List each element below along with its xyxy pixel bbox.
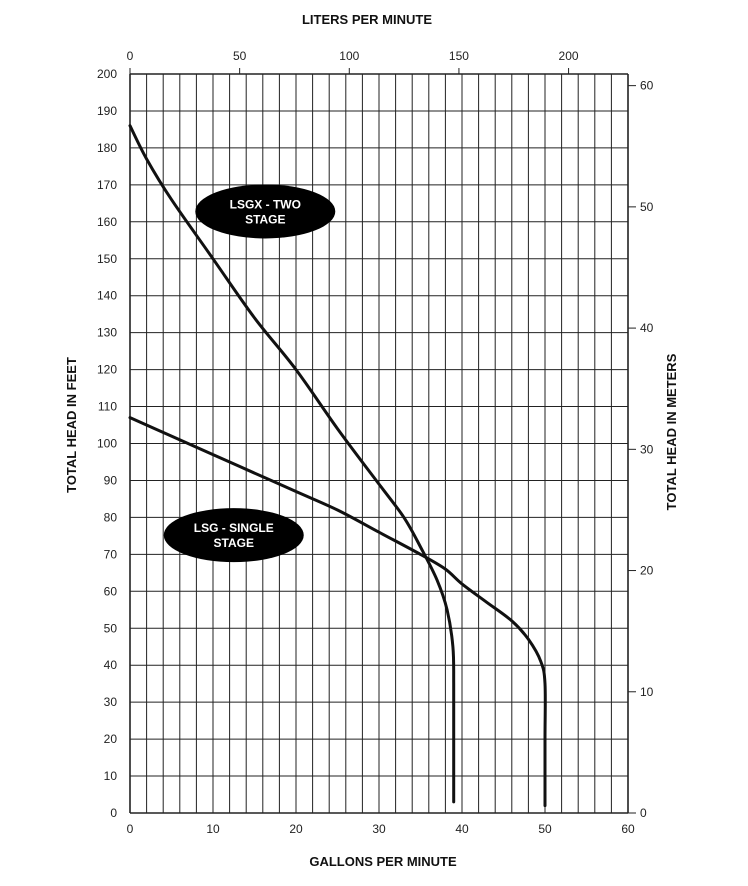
y-tick-label: 50	[104, 621, 118, 635]
callout-label: STAGE	[214, 536, 254, 550]
x-tick-label: 10	[206, 822, 220, 836]
y-tick-label: 140	[97, 289, 117, 303]
y-tick-label: 60	[104, 584, 118, 598]
y-tick-label: 100	[97, 437, 117, 451]
y2-tick-label: 60	[640, 79, 654, 93]
callout-ellipse	[163, 508, 304, 563]
series-line-two-stage	[128, 124, 456, 804]
x2-tick-label: 150	[449, 49, 469, 63]
callout-label: LSG - SINGLE	[194, 521, 274, 535]
series-lines	[128, 124, 547, 808]
y-tick-label: 190	[97, 104, 117, 118]
tick-labels: 0 10 20 30 40 50 60010203040506070809010011012…	[97, 49, 654, 836]
grid	[129, 73, 629, 814]
x-tick-label: 40	[455, 822, 469, 836]
y2-tick-label: 50	[640, 200, 654, 214]
y-tick-label: 10	[104, 769, 118, 783]
bottom-axis-title: GALLONS PER MINUTE	[309, 854, 457, 869]
y-tick-label: 150	[97, 252, 117, 266]
y-tick-label: 80	[104, 510, 118, 524]
y2-tick-label: 10	[640, 685, 654, 699]
y2-tick-label: 40	[640, 321, 654, 335]
top-axis-title: LITERS PER MINUTE	[302, 12, 432, 27]
y-tick-label: 0	[110, 806, 117, 820]
x2-tick-label: 200	[559, 49, 579, 63]
y-tick-label: 200	[97, 67, 117, 81]
y-tick-label: 170	[97, 178, 117, 192]
y-tick-label: 90	[104, 473, 118, 487]
x2-tick-label: 50	[233, 49, 247, 63]
callout-label: LSGX - TWO	[230, 197, 301, 211]
y2-tick-label: 0	[640, 806, 647, 820]
y-tick-label: 180	[97, 141, 117, 155]
y-tick-label: 70	[104, 547, 118, 561]
x-tick-label: 60	[621, 822, 635, 836]
y-tick-label: 40	[104, 658, 118, 672]
y-tick-label: 120	[97, 363, 117, 377]
left-axis-title: TOTAL HEAD IN FEET	[64, 357, 79, 493]
y-tick-label: 130	[97, 326, 117, 340]
y-tick-label: 30	[104, 695, 118, 709]
y-tick-label: 20	[104, 732, 118, 746]
y2-tick-label: 30	[640, 442, 654, 456]
x2-tick-label: 0	[127, 49, 134, 63]
y2-tick-label: 20	[640, 564, 654, 578]
series-line-single-stage	[128, 416, 547, 808]
y-tick-label: 110	[98, 400, 117, 414]
x2-tick-label: 100	[339, 49, 359, 63]
x-tick-label: 0	[127, 822, 134, 836]
callout-label: STAGE	[245, 212, 285, 226]
callout-ellipse	[195, 184, 336, 239]
x-tick-label: 50	[538, 822, 552, 836]
y-tick-label: 160	[97, 215, 117, 229]
right-axis-title: TOTAL HEAD IN METERS	[664, 353, 679, 510]
x-tick-label: 30	[372, 822, 386, 836]
x-tick-label: 20	[289, 822, 303, 836]
